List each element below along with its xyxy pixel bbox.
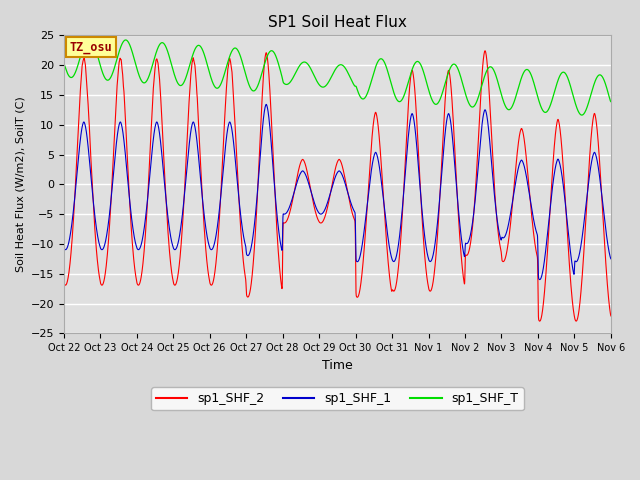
sp1_SHF_T [491,70,499,76]
sp1_SHF_2 [460,277,468,283]
sp1_SHF_T [85,35,93,40]
Text: TZ_osu: TZ_osu [69,40,112,54]
sp1_SHF_T [578,112,586,118]
Title: SP1 Soil Heat Flux: SP1 Soil Heat Flux [268,15,407,30]
sp1_SHF_1 [430,250,438,255]
Line: sp1_SHF_2: sp1_SHF_2 [64,51,611,321]
sp1_SHF_T [460,85,468,91]
sp1_SHF_1 [317,211,324,217]
sp1_SHF_1 [460,252,468,257]
sp1_SHF_1 [262,101,270,107]
sp1_SHF_1 [536,276,543,282]
sp1_SHF_2 [481,48,489,54]
sp1_SHF_T [317,84,324,89]
Legend: sp1_SHF_2, sp1_SHF_1, sp1_SHF_T: sp1_SHF_2, sp1_SHF_1, sp1_SHF_T [151,387,524,410]
sp1_SHF_2 [60,280,68,286]
sp1_SHF_2 [158,121,166,127]
sp1_SHF_2 [317,220,324,226]
sp1_SHF_1 [60,245,68,251]
X-axis label: Time: Time [322,359,353,372]
sp1_SHF_2 [491,192,499,198]
sp1_SHF_1 [607,256,614,262]
Y-axis label: Soil Heat Flux (W/m2), SoilT (C): Soil Heat Flux (W/m2), SoilT (C) [15,96,25,272]
sp1_SHF_T [430,100,438,106]
sp1_SHF_1 [607,254,614,260]
Line: sp1_SHF_1: sp1_SHF_1 [64,104,611,279]
sp1_SHF_1 [491,198,499,204]
sp1_SHF_1 [158,154,166,160]
sp1_SHF_2 [536,318,543,324]
sp1_SHF_T [60,61,68,67]
sp1_SHF_T [158,40,166,46]
sp1_SHF_2 [607,311,614,316]
sp1_SHF_2 [429,276,437,282]
Line: sp1_SHF_T: sp1_SHF_T [64,37,611,115]
sp1_SHF_T [607,99,614,105]
sp1_SHF_T [607,98,614,104]
sp1_SHF_2 [607,313,614,319]
